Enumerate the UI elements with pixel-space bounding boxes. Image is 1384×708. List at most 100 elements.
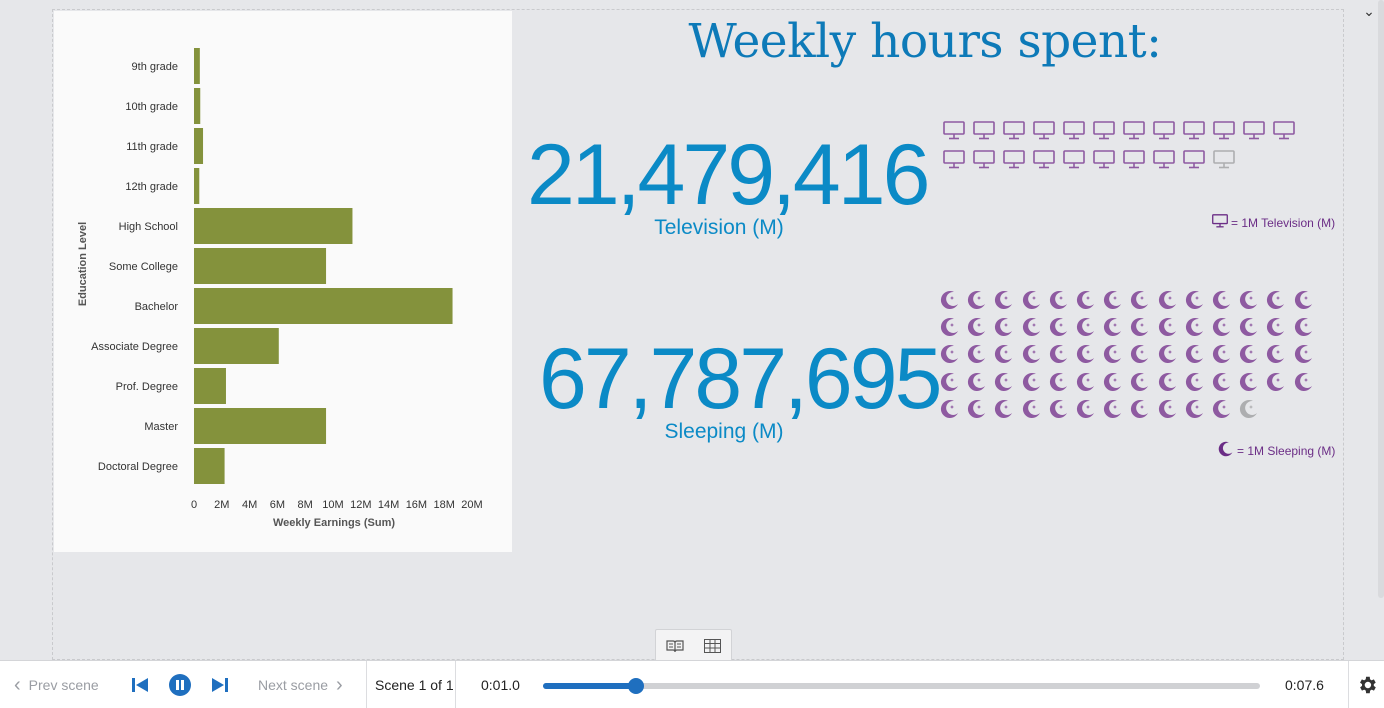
moon-icon [1130, 317, 1150, 342]
monitor-icon [973, 150, 995, 174]
moon-icon [1022, 399, 1042, 424]
chart-svg: 9th grade 10th grade 11th grade 12th grade H… [77, 48, 483, 529]
monitor-icon [1243, 121, 1265, 145]
moon-icon [1239, 344, 1259, 369]
moon-icon [1266, 372, 1286, 397]
table-icon [703, 638, 721, 653]
monitor-icon [1123, 150, 1145, 174]
skip-start-icon [132, 678, 148, 692]
settings-button[interactable] [1348, 661, 1384, 708]
moon-icon [1103, 399, 1123, 424]
current-time: 0:01.0 [481, 677, 520, 693]
moon-icon [1185, 372, 1205, 397]
bar [194, 248, 327, 284]
moon-icon [1130, 372, 1150, 397]
pause-button[interactable] [169, 661, 191, 708]
television-legend: = 1M Television (M) [1212, 214, 1335, 231]
moon-icon [1158, 317, 1178, 342]
moon-icon [1130, 290, 1150, 315]
sleeping-icon-grid [940, 290, 1320, 425]
moon-icon [1049, 317, 1069, 342]
category-label: Prof. Degree [116, 381, 178, 393]
moon-icon [1049, 290, 1069, 315]
moon-icon [1294, 317, 1314, 342]
table-view-button[interactable] [694, 630, 732, 661]
moon-icon [1103, 317, 1123, 342]
story-view-button[interactable] [656, 630, 694, 661]
category-label: Bachelor [135, 301, 179, 313]
view-toggle [655, 629, 732, 661]
x-tick-label: 6M [270, 499, 285, 511]
category-label: Doctoral Degree [98, 461, 178, 473]
monitor-icon [1183, 150, 1205, 174]
moon-icon [1049, 399, 1069, 424]
skip-to-start-button[interactable] [131, 661, 149, 708]
moon-icon [1103, 290, 1123, 315]
moon-icon [994, 344, 1014, 369]
monitor-icon [1183, 121, 1205, 145]
moon-icon [967, 399, 987, 424]
moon-icon [940, 399, 960, 424]
timeline-slider[interactable] [543, 678, 1260, 694]
moon-icon [1022, 372, 1042, 397]
category-label: High School [119, 221, 178, 233]
moon-icon [1212, 344, 1232, 369]
bar [194, 128, 204, 164]
moon-icon [994, 399, 1014, 424]
monitor-icon [943, 150, 965, 174]
moon-icon [1239, 317, 1259, 342]
monitor-icon [1033, 121, 1055, 145]
moon-icon [1218, 441, 1234, 460]
bar [194, 368, 226, 404]
moon-icon [967, 290, 987, 315]
bar [194, 88, 201, 124]
timeline-handle[interactable] [628, 678, 645, 694]
total-time: 0:07.6 [1285, 677, 1324, 693]
moon-icon [1130, 399, 1150, 424]
book-icon [666, 639, 684, 652]
y-axis-title: Education Level [77, 222, 89, 306]
television-legend-text: = 1M Television (M) [1231, 215, 1336, 230]
sleeping-value: 67,787,695 [539, 331, 942, 427]
moon-icon [1266, 290, 1286, 315]
chevron-right-icon: › [336, 673, 343, 696]
monitor-icon [1213, 121, 1235, 145]
sleeping-legend: = 1M Sleeping (M) [1218, 441, 1335, 460]
category-label: 12th grade [125, 181, 178, 193]
bar [194, 48, 200, 84]
bar [194, 328, 279, 364]
moon-icon [940, 290, 960, 315]
moon-icon [1049, 344, 1069, 369]
moon-icon [1239, 399, 1259, 424]
moon-icon [1266, 344, 1286, 369]
monitor-icon [1273, 121, 1295, 145]
moon-icon [994, 290, 1014, 315]
prev-scene-button[interactable]: ‹ Prev scene [14, 661, 99, 708]
monitor-icon [1123, 121, 1145, 145]
monitor-icon [1212, 214, 1228, 231]
moon-icon [1130, 344, 1150, 369]
moon-icon [1239, 290, 1259, 315]
monitor-icon [1003, 150, 1025, 174]
moon-icon [1076, 372, 1096, 397]
moon-icon [967, 344, 987, 369]
moon-icon [1022, 290, 1042, 315]
moon-icon [1022, 344, 1042, 369]
moon-icon [994, 317, 1014, 342]
moon-icon [1212, 290, 1232, 315]
pause-icon [169, 674, 191, 696]
chevron-down-icon[interactable]: ⌄ [1363, 3, 1375, 19]
category-label: Master [144, 421, 178, 433]
next-scene-button[interactable]: Next scene › [258, 661, 343, 708]
sleeping-legend-text: = 1M Sleeping (M) [1237, 443, 1336, 458]
prev-scene-label: Prev scene [28, 677, 99, 693]
monitor-icon [1093, 121, 1115, 145]
scrollbar[interactable] [1378, 0, 1384, 598]
x-tick-label: 4M [242, 499, 257, 511]
moon-icon [940, 372, 960, 397]
skip-to-end-button[interactable] [211, 661, 229, 708]
gear-icon [1359, 676, 1376, 694]
x-tick-label: 18M [433, 499, 454, 511]
category-label: Some College [109, 261, 178, 273]
bar [194, 168, 200, 204]
